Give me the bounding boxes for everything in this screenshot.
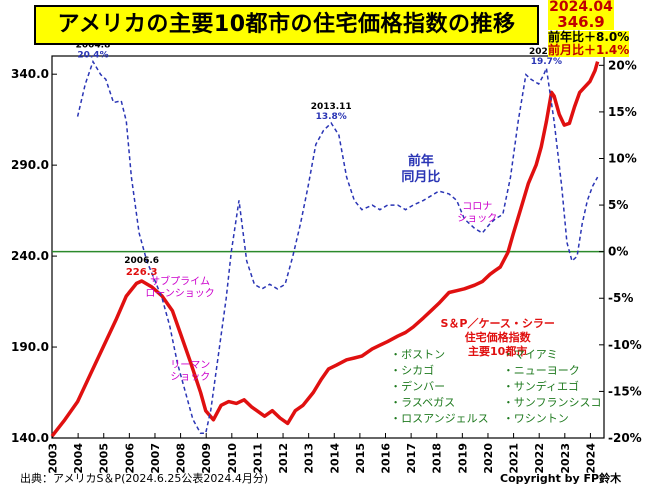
annotation-value: 226.3 — [126, 267, 158, 278]
event-label: サブプライム — [150, 274, 210, 287]
y-right-tick-label: -5% — [608, 291, 633, 305]
y-right-tick-label: -15% — [608, 384, 642, 398]
y-left-tick-label: 290.0 — [11, 158, 49, 172]
yoy-series-label: 前年 — [408, 153, 434, 169]
y-right-tick-label: 20% — [608, 58, 637, 72]
y-right-tick-label: 10% — [608, 151, 637, 165]
x-tick-label: 2015 — [354, 443, 367, 474]
y-left-tick-label: 140.0 — [11, 431, 49, 445]
x-tick-label: 2024 — [584, 443, 597, 474]
latest-value: 346.9 — [548, 15, 614, 30]
index-series-label: S＆P／ケース・シラー — [440, 317, 554, 330]
x-tick-label: 2004 — [72, 443, 85, 474]
y-right-tick-label: -10% — [608, 338, 642, 352]
series-line-yoy — [76, 59, 599, 435]
plot-frame — [51, 55, 605, 439]
event-label: ローンショック — [145, 287, 215, 299]
city-item: ・ロスアンジェルス — [390, 412, 489, 425]
source-note: 出典：アメリカS＆P(2024.6.25公表2024.4月分) — [20, 472, 269, 485]
city-item: ・デンバー — [390, 379, 445, 393]
y-right-tick-label: -20% — [608, 431, 642, 445]
index-series-label: 主要10都市 — [468, 344, 527, 358]
y-left-tick-label: 190.0 — [11, 340, 49, 354]
city-item: ・シカゴ — [390, 363, 434, 377]
city-item: ・ワシントン — [503, 412, 569, 425]
x-tick-label: 2010 — [226, 443, 239, 474]
x-tick-label: 2006 — [123, 443, 136, 474]
event-label: コロナ — [462, 201, 492, 213]
x-tick-label: 2017 — [405, 443, 418, 474]
series-line-index — [50, 61, 600, 438]
annotation-date: 2004.8 — [76, 41, 111, 51]
annotation-date: 2013.11 — [311, 102, 352, 112]
city-item: ・サンディエゴ — [503, 379, 579, 393]
y-left-tick-label: 240.0 — [11, 249, 49, 263]
x-tick-label: 2018 — [431, 443, 444, 474]
city-item: ・マイアミ — [503, 348, 558, 361]
annotation-date: 2022.4 — [529, 47, 564, 57]
latest-mom: 前月比＋1.4% — [548, 43, 630, 57]
y-left-tick-label: 340.0 — [11, 67, 49, 81]
x-tick-label: 2005 — [98, 443, 111, 474]
x-tick-label: 2012 — [277, 443, 290, 474]
city-item: ・ニューヨーク — [503, 364, 580, 377]
y-right-tick-label: 15% — [608, 105, 637, 119]
y-right-tick-label: 0% — [608, 245, 628, 259]
x-tick-label: 2011 — [251, 443, 264, 474]
x-tick-label: 2023 — [559, 443, 572, 474]
x-tick-label: 2013 — [303, 443, 316, 474]
annotation-value: 13.8% — [316, 112, 347, 122]
city-item: ・サンフランシスコ — [503, 396, 602, 409]
x-tick-label: 2003 — [47, 443, 60, 474]
index-series-label: 住宅価格指数 — [465, 330, 532, 344]
yoy-series-label: 同月比 — [401, 169, 440, 185]
x-tick-label: 2007 — [149, 443, 162, 474]
event-label: ショック — [457, 213, 497, 225]
city-item: ・ラスベガス — [390, 396, 455, 409]
x-tick-label: 2008 — [175, 443, 188, 474]
x-tick-label: 2022 — [533, 443, 546, 474]
x-tick-label: 2021 — [508, 443, 521, 474]
latest-badge: 2024.04 346.9 — [548, 0, 614, 30]
x-tick-label: 2020 — [482, 443, 495, 474]
x-tick-label: 2016 — [380, 443, 393, 474]
event-label: リーマン — [170, 360, 210, 371]
latest-date: 2024.04 — [548, 0, 614, 15]
event-label: ショック — [170, 371, 210, 383]
latest-yoy: 前年比＋8.0% — [548, 30, 630, 44]
chart-title: アメリカの主要10都市の住宅価格指数の推移 — [34, 5, 539, 45]
x-tick-label: 2019 — [456, 443, 469, 474]
copyright: Copyright by FP鈴木 — [500, 472, 622, 485]
x-tick-label: 2014 — [328, 443, 341, 474]
annotation-value: 19.7% — [531, 57, 562, 67]
annotation-date: 2006.6 — [124, 256, 159, 266]
x-tick-label: 2009 — [200, 443, 213, 474]
y-right-tick-label: 5% — [608, 198, 628, 212]
annotation-value: 20.4% — [77, 51, 108, 61]
city-item: ・ボストン — [390, 348, 445, 361]
